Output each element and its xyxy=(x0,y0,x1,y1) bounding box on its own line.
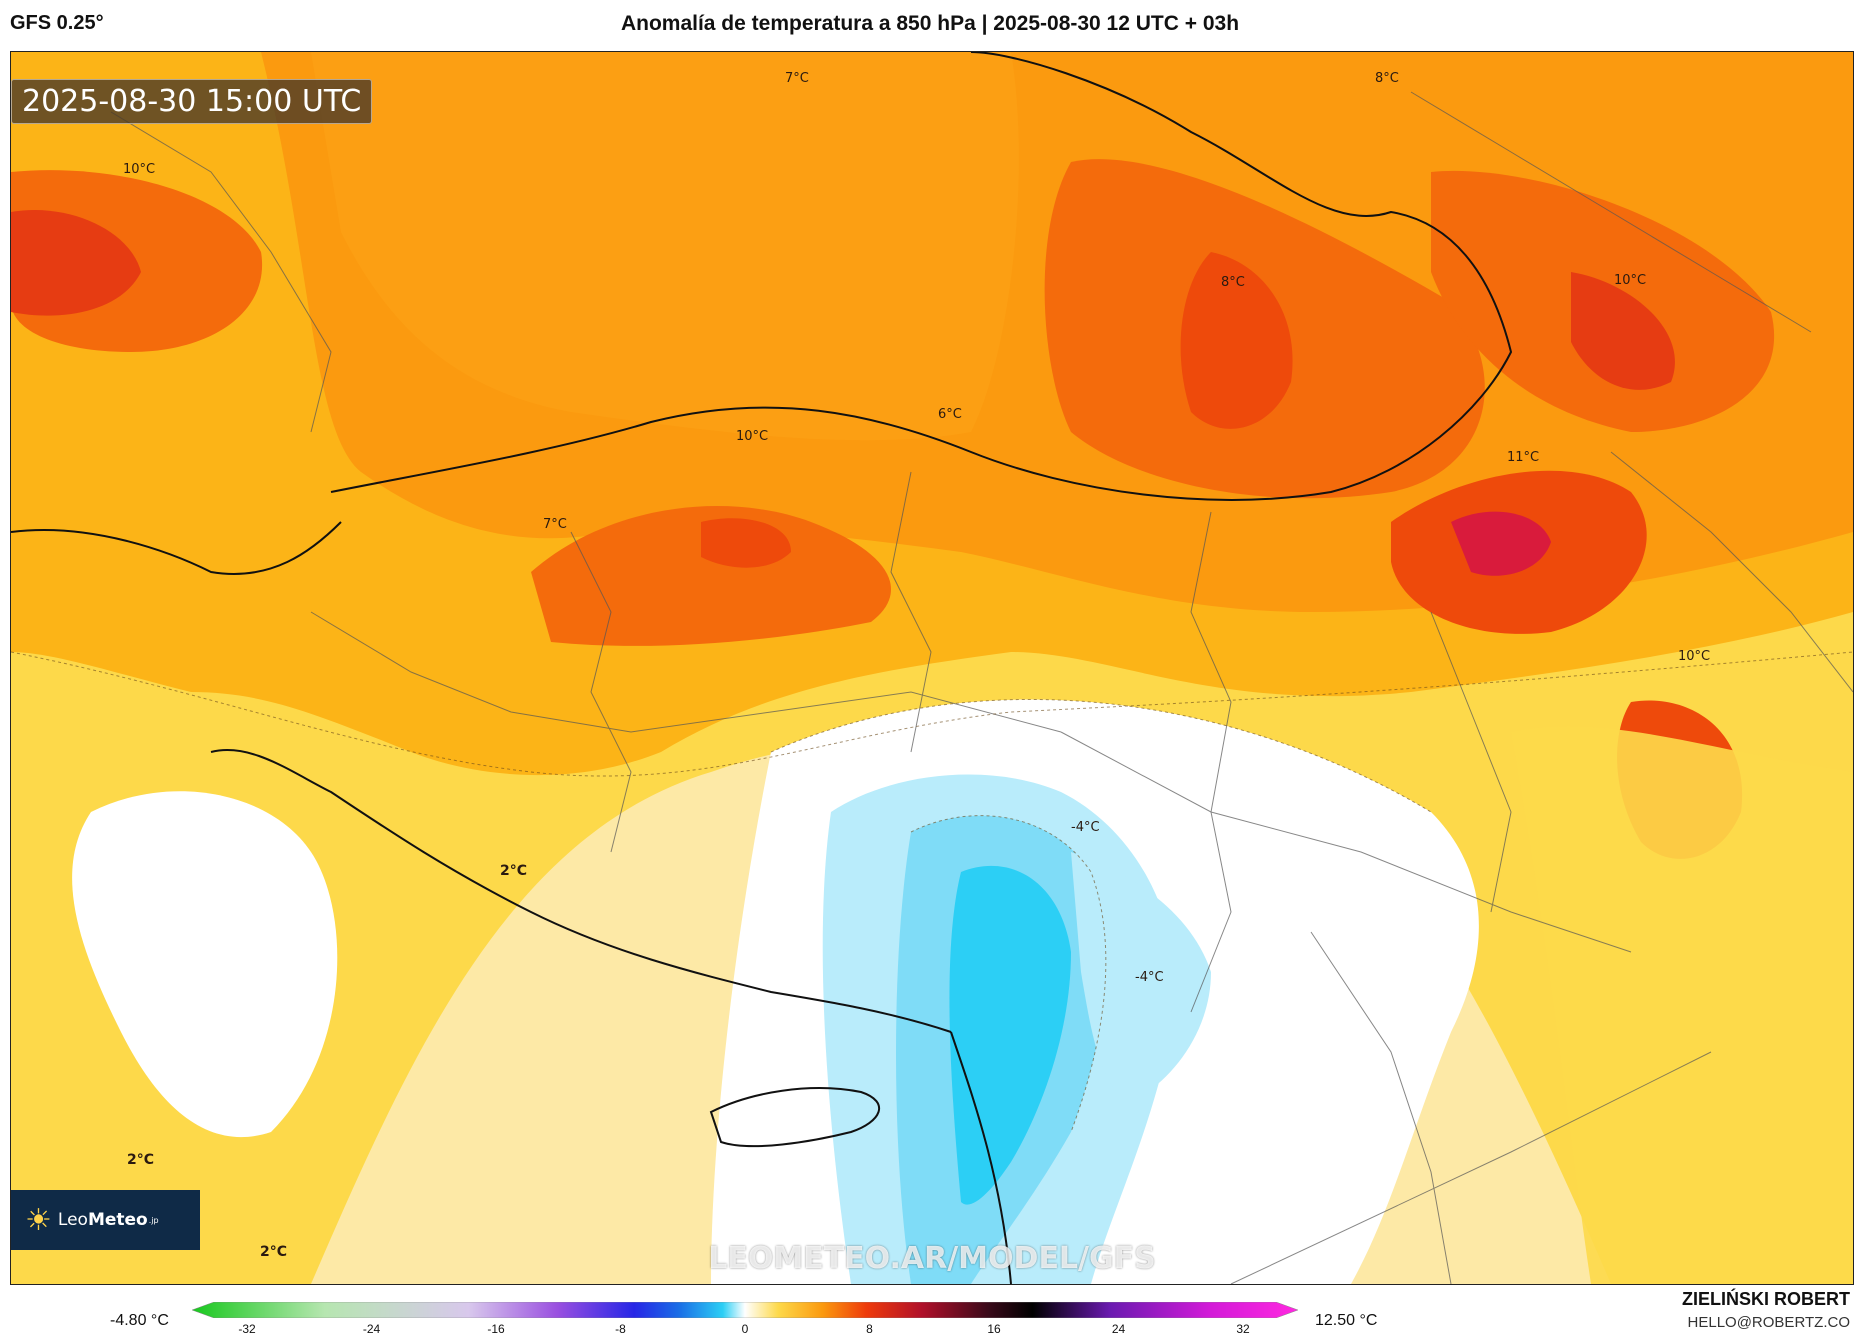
colorbar-tick-label: 0 xyxy=(741,1322,749,1336)
contour-label: 7°C xyxy=(543,517,567,532)
map-area[interactable]: 2025-08-30 15:00 UTC 7°C 8°C 10°C 8°C 10… xyxy=(10,51,1854,1285)
logo-suffix: .jp xyxy=(148,1215,159,1225)
anomaly-field xyxy=(11,52,1853,1284)
colorbar-tick-label: 32 xyxy=(1236,1322,1250,1336)
map-title: Anomalía de temperatura a 850 hPa | 2025… xyxy=(620,12,1240,35)
author-email[interactable]: HELLO@ROBERTZ.CO xyxy=(1687,1314,1850,1331)
contour-label: 2°C xyxy=(260,1244,288,1260)
colorbar-tick-label: 24 xyxy=(1111,1322,1126,1336)
watermark: LEOMETEO.AR/MODEL/GFS xyxy=(708,1241,1156,1276)
contour-label: 10°C xyxy=(736,429,769,444)
contour-label: 10°C xyxy=(1614,273,1647,288)
colorbar-tick-label: -32 xyxy=(238,1322,256,1336)
contour-label: -4°C xyxy=(1071,820,1100,835)
legend-min-label: -4.80 °C xyxy=(110,1312,169,1329)
contour-label: 8°C xyxy=(1221,275,1245,290)
colorbar-tick-label: -16 xyxy=(487,1322,505,1336)
colorbar-tick-label: 8 xyxy=(866,1322,873,1336)
contour-label: 11°C xyxy=(1507,450,1540,465)
legend-max-label: 12.50 °C xyxy=(1315,1312,1378,1329)
contour-label: -4°C xyxy=(1135,970,1164,985)
contour-label: 7°C xyxy=(785,71,809,86)
logo-name-bold: Meteo xyxy=(87,1210,148,1230)
author-name: ZIELIŃSKI ROBERT xyxy=(1681,1289,1850,1309)
leometeo-logo[interactable]: ☀ Leo Meteo .jp xyxy=(11,1190,200,1250)
colorbar-tick-label: -24 xyxy=(362,1322,381,1336)
contour-label: 8°C xyxy=(1375,71,1399,86)
colorbar-tick-label: 16 xyxy=(987,1322,1001,1336)
colorbar xyxy=(192,1302,1298,1318)
contour-label: 10°C xyxy=(123,162,156,177)
contour-label: 2°C xyxy=(127,1152,155,1168)
contour-label: 10°C xyxy=(1678,649,1711,664)
contour-label: 2°C xyxy=(500,863,528,879)
model-name: GFS 0.25° xyxy=(10,12,104,34)
contour-label: 6°C xyxy=(938,407,962,422)
logo-name-light: Leo xyxy=(57,1210,88,1230)
valid-time-stamp: 2025-08-30 15:00 UTC xyxy=(11,79,373,124)
sun-icon: ☀ xyxy=(25,1202,52,1238)
colorbar-tick-label: -8 xyxy=(615,1322,626,1336)
